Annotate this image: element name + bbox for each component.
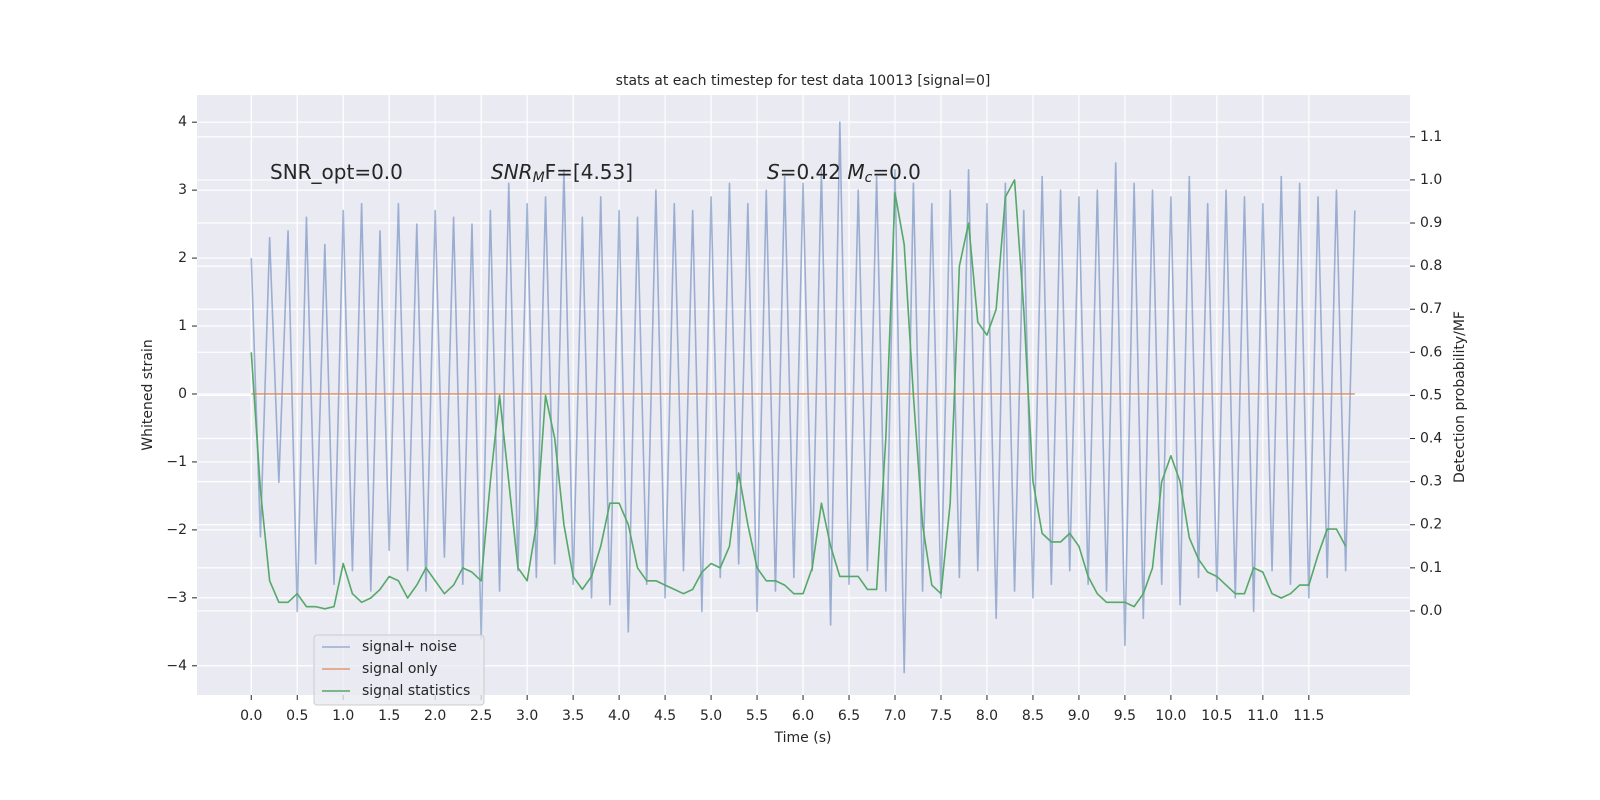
x-tick-label: 2.5 xyxy=(470,708,492,724)
annotation-part: SNR_opt=0.0 xyxy=(270,160,403,184)
y-tick-label: 4 xyxy=(178,114,187,130)
series-line xyxy=(250,179,1347,610)
y-axis-label: Whitened strain xyxy=(140,339,156,450)
y2-tick-label: 0.2 xyxy=(1420,517,1442,533)
y2-tick-label: 0.5 xyxy=(1420,387,1442,403)
x-tick-label: 7.5 xyxy=(930,708,952,724)
y-tick-label: 0 xyxy=(178,386,187,402)
y2-tick-label: 1.1 xyxy=(1420,129,1442,145)
x-tick-label: 0.5 xyxy=(286,708,308,724)
x-tick-label: 8.5 xyxy=(1022,708,1044,724)
y2-tick-label: 0.6 xyxy=(1420,344,1442,360)
y2-tick-label: 0.3 xyxy=(1420,474,1442,490)
annotation-part: =0.0 xyxy=(872,160,921,184)
legend-label: signal only xyxy=(362,661,437,677)
x-tick-label: 10.0 xyxy=(1155,708,1186,724)
x-tick-label: 6.0 xyxy=(792,708,814,724)
annotation-part: SNR xyxy=(491,160,533,184)
y2-tick-label: 0.8 xyxy=(1420,258,1442,274)
y-tick-label: −3 xyxy=(166,590,187,606)
x-tick-label: 9.0 xyxy=(1068,708,1090,724)
y2-tick-label: 0.0 xyxy=(1420,603,1442,619)
y2-tick-label: 0.7 xyxy=(1420,301,1442,317)
x-tick-label: 3.5 xyxy=(562,708,584,724)
annotation-part: c xyxy=(865,170,873,186)
y2-tick-label: 0.4 xyxy=(1420,431,1442,447)
x-tick-label: 5.0 xyxy=(700,708,722,724)
x-tick-label: 1.5 xyxy=(378,708,400,724)
x-tick-label: 7.0 xyxy=(884,708,906,724)
x-tick-label: 9.5 xyxy=(1114,708,1136,724)
legend-label: signal statistics xyxy=(362,683,470,699)
y2-axis-label: Detection probability/MF xyxy=(1452,311,1468,483)
y-tick-label: 3 xyxy=(178,182,187,198)
series-line xyxy=(250,121,1356,674)
annotation-part: M xyxy=(847,160,864,184)
x-tick-label: 8.0 xyxy=(976,708,998,724)
x-tick-label: 4.0 xyxy=(608,708,630,724)
annotation-part: F=[4.53] xyxy=(545,160,633,184)
legend-box xyxy=(313,634,485,706)
y2-tick-label: 1.0 xyxy=(1420,172,1442,188)
x-tick-label: 11.0 xyxy=(1247,708,1278,724)
y-tick-label: 2 xyxy=(178,250,187,266)
y-tick-label: −2 xyxy=(166,522,187,538)
annotation: SNRMF=[4.53] xyxy=(491,160,633,187)
annotation-part: =0.42 xyxy=(780,160,848,184)
x-tick-label: 2.0 xyxy=(424,708,446,724)
y-tick-label: 1 xyxy=(178,318,187,334)
annotation: SNR_opt=0.0 xyxy=(270,160,403,184)
chart-title: stats at each timestep for test data 100… xyxy=(616,73,991,89)
y-tick-label: −4 xyxy=(166,658,187,674)
annotation-part: M xyxy=(533,170,545,186)
x-tick-label: 6.5 xyxy=(838,708,860,724)
x-tick-label: 0.0 xyxy=(240,708,262,724)
legend-label: signal+ noise xyxy=(362,639,457,655)
x-tick-label: 1.0 xyxy=(332,708,354,724)
annotation-part: S xyxy=(767,160,780,184)
x-tick-label: 4.5 xyxy=(654,708,676,724)
y2-tick-label: 0.1 xyxy=(1420,560,1442,576)
y2-tick-label: 0.9 xyxy=(1420,215,1442,231)
x-tick-label: 5.5 xyxy=(746,708,768,724)
x-tick-label: 11.5 xyxy=(1293,708,1324,724)
x-axis-label: Time (s) xyxy=(774,730,832,746)
y-tick-label: −1 xyxy=(166,454,187,470)
x-tick-label: 10.5 xyxy=(1201,708,1232,724)
annotation: S=0.42 Mc=0.0 xyxy=(767,160,921,187)
x-tick-label: 3.0 xyxy=(516,708,538,724)
